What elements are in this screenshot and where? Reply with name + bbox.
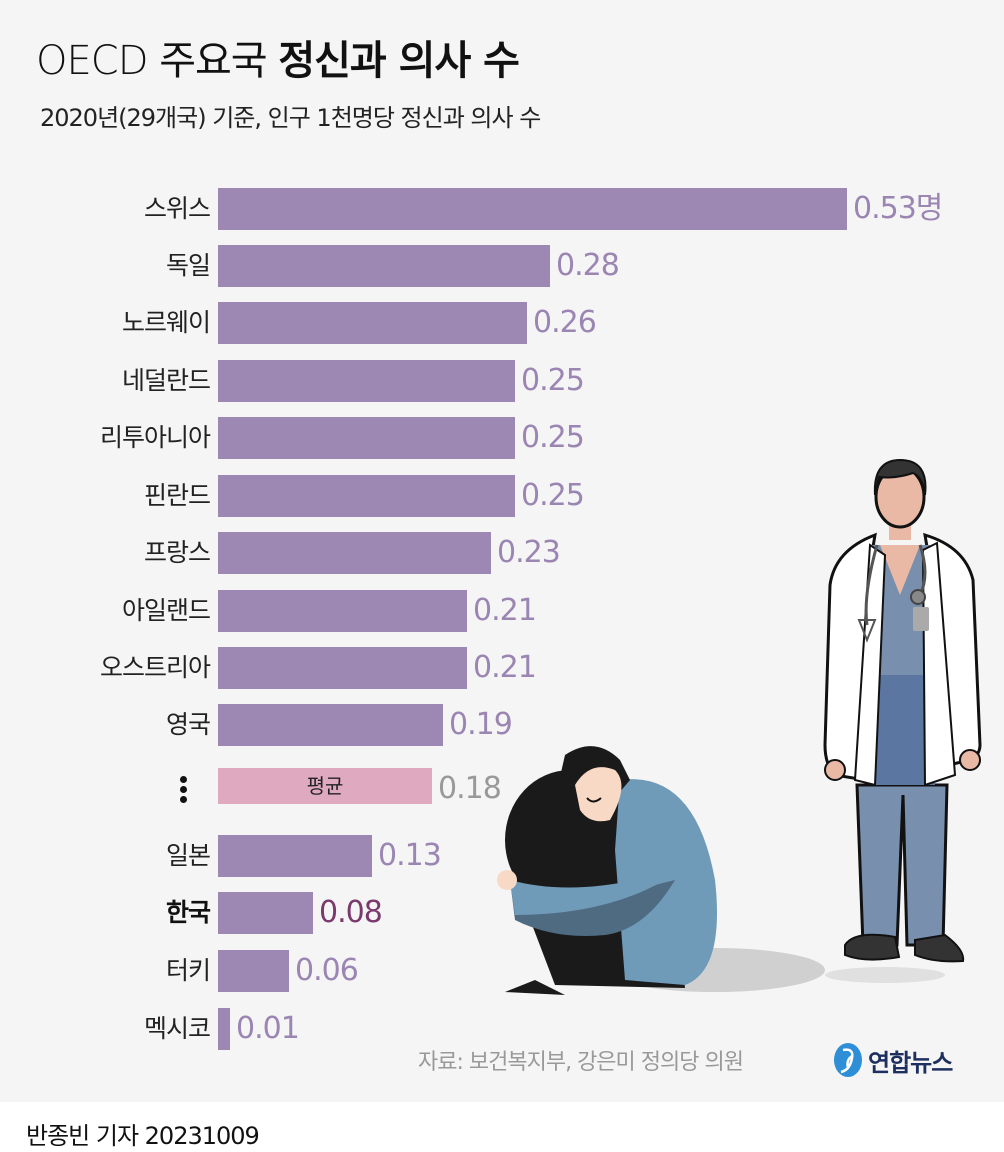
value-label: 0.01 bbox=[236, 1011, 300, 1046]
value-label: 0.21 bbox=[473, 593, 537, 628]
value-label: 0.18 bbox=[438, 771, 502, 806]
average-label: 평균 bbox=[306, 774, 344, 798]
average-row: 평균 0.18 bbox=[0, 768, 1004, 810]
country-label: 네덜란드 bbox=[121, 366, 211, 395]
doctor-illustration bbox=[823, 458, 982, 983]
title-light: OECD 주요국 bbox=[36, 38, 279, 84]
country-label: 영국 bbox=[165, 710, 211, 739]
value-label: 0.28 bbox=[556, 248, 620, 283]
country-label: 오스트리아 bbox=[99, 653, 211, 682]
country-label: 멕시코 bbox=[143, 1014, 211, 1043]
byline: 반종빈 기자 20231009 bbox=[26, 1122, 260, 1150]
average-bar: 평균 bbox=[218, 768, 432, 804]
bar bbox=[218, 647, 467, 689]
bar bbox=[218, 590, 467, 632]
bar bbox=[218, 302, 527, 344]
table-row: 터키 0.06 bbox=[0, 950, 1004, 992]
title-bold: 정신과 의사 수 bbox=[278, 38, 520, 84]
table-row: 리투아니아 0.25 bbox=[0, 417, 1004, 459]
country-label: 아일랜드 bbox=[121, 596, 211, 625]
country-label: 한국 bbox=[165, 898, 211, 927]
sad-person-illustration bbox=[497, 746, 825, 995]
infographic-panel bbox=[0, 0, 1004, 1102]
ellipsis-icon bbox=[180, 776, 190, 806]
value-label: 0.53명 bbox=[853, 191, 943, 226]
value-label: 0.19 bbox=[449, 707, 513, 742]
country-label: 프랑스 bbox=[143, 538, 211, 567]
bar bbox=[218, 1008, 230, 1050]
value-label: 0.25 bbox=[521, 363, 585, 398]
value-label: 0.23 bbox=[497, 535, 561, 570]
table-row: 영국 0.19 bbox=[0, 704, 1004, 746]
yonhap-logo: 연합뉴스 bbox=[832, 1042, 953, 1078]
value-label: 0.21 bbox=[473, 650, 537, 685]
table-row: 프랑스 0.23 bbox=[0, 532, 1004, 574]
value-label: 0.26 bbox=[533, 305, 597, 340]
value-label: 0.08 bbox=[319, 895, 383, 930]
country-label: 노르웨이 bbox=[121, 308, 211, 337]
country-label: 독일 bbox=[165, 251, 211, 280]
bar bbox=[218, 950, 289, 992]
value-label: 0.06 bbox=[295, 953, 359, 988]
country-label: 핀란드 bbox=[143, 481, 211, 510]
bar bbox=[218, 417, 515, 459]
country-label: 일본 bbox=[165, 841, 211, 870]
source-note: 자료: 보건복지부, 강은미 정의당 의원 bbox=[418, 1050, 744, 1075]
table-row: 노르웨이 0.26 bbox=[0, 302, 1004, 344]
subtitle: 2020년(29개국) 기준, 인구 1천명당 정신과 의사 수 bbox=[40, 104, 541, 132]
table-row: 멕시코 0.01 bbox=[0, 1008, 1004, 1050]
table-row: 독일 0.28 bbox=[0, 245, 1004, 287]
yonhap-globe-icon bbox=[834, 1043, 862, 1077]
bar bbox=[218, 360, 515, 402]
table-row: 아일랜드 0.21 bbox=[0, 590, 1004, 632]
table-row: 네덜란드 0.25 bbox=[0, 360, 1004, 402]
table-row: 핀란드 0.25 bbox=[0, 475, 1004, 517]
bar bbox=[218, 188, 847, 230]
bar bbox=[218, 704, 443, 746]
country-label: 리투아니아 bbox=[99, 423, 211, 452]
page-title: OECD 주요국 정신과 의사 수 bbox=[36, 28, 520, 86]
value-label: 0.13 bbox=[378, 838, 442, 873]
value-label: 0.25 bbox=[521, 420, 585, 455]
country-label: 터키 bbox=[165, 956, 211, 985]
table-row: 스위스 0.53명 bbox=[0, 188, 1004, 230]
bar bbox=[218, 532, 491, 574]
bar bbox=[218, 892, 313, 934]
bar bbox=[218, 835, 372, 877]
table-row: 일본 0.13 bbox=[0, 835, 1004, 877]
bar bbox=[218, 245, 550, 287]
table-row: 오스트리아 0.21 bbox=[0, 647, 1004, 689]
table-row: 한국 0.08 bbox=[0, 892, 1004, 934]
logo-text: 연합뉴스 bbox=[868, 1048, 953, 1077]
value-label: 0.25 bbox=[521, 478, 585, 513]
bar bbox=[218, 475, 515, 517]
country-label: 스위스 bbox=[143, 194, 211, 223]
